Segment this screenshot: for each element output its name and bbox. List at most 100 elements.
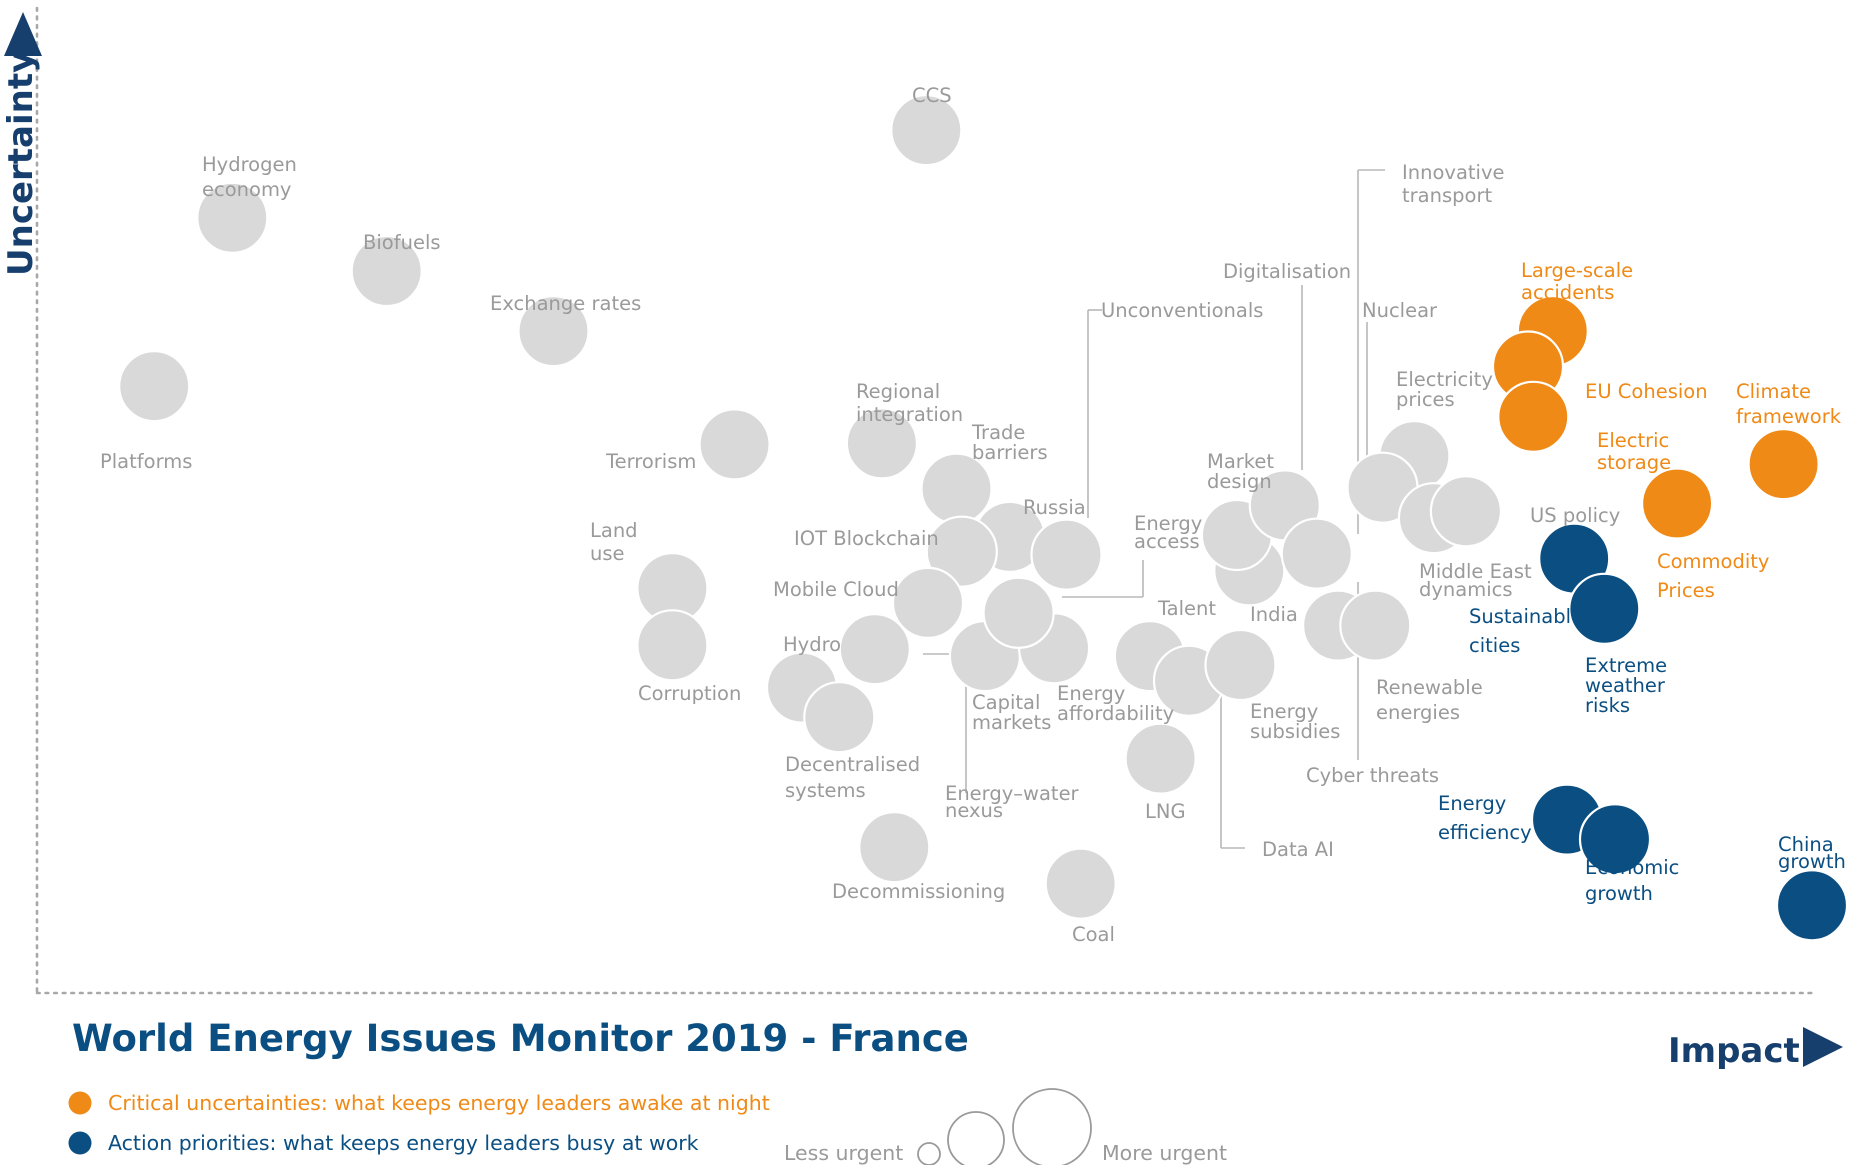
bubble-unconventionals <box>1280 517 1353 590</box>
less-urgent-label: Less urgent <box>784 1141 903 1165</box>
label-line: accidents <box>1521 281 1614 304</box>
bubble-platforms <box>118 350 191 423</box>
label-land-use: Land use <box>590 519 638 565</box>
label-data-ai: Data AI <box>1262 838 1334 861</box>
label-unconventionals: Unconventionals <box>1101 299 1263 322</box>
label-sustainable-cities: Sustainable cities <box>1469 605 1583 657</box>
label-line: Large-scale <box>1521 259 1633 282</box>
label-eu-cohesion: EU Cohesion <box>1585 380 1708 403</box>
label-innovative-transport: Innovative transport <box>1402 161 1505 207</box>
bubbles <box>118 94 1849 942</box>
label-line: Energy <box>1057 682 1125 705</box>
label-lng: LNG <box>1145 800 1186 823</box>
label-line: barriers <box>972 441 1048 464</box>
label-line: economy <box>202 178 291 201</box>
bubble-corruption <box>636 609 709 682</box>
label-line: Prices <box>1657 579 1715 602</box>
label-platforms: Platforms <box>100 450 192 473</box>
label-line: Economic <box>1585 856 1679 879</box>
label-line: Capital <box>972 691 1040 714</box>
label-line: Nuclear <box>1362 299 1438 322</box>
label-line: subsidies <box>1250 720 1340 743</box>
label-extreme-weather-risks: Extreme weather risks <box>1585 654 1667 717</box>
label-line: weather <box>1585 674 1666 697</box>
label-coal: Coal <box>1072 923 1115 946</box>
label-line: Extreme <box>1585 654 1667 677</box>
label-line: use <box>590 542 625 565</box>
label-digitalisation: Digitalisation <box>1223 260 1351 283</box>
bubble-china-growth <box>1775 869 1849 942</box>
bubble-climate-framework <box>1747 428 1820 501</box>
label-line: systems <box>785 779 866 802</box>
label-exchange-rates: Exchange rates <box>490 292 641 315</box>
label-energy-efficiency: Energy efficiency <box>1438 792 1532 844</box>
label-line: IOT Blockchain <box>794 527 939 550</box>
label-line: Mobile Cloud <box>773 578 899 601</box>
label-line: cities <box>1469 634 1520 657</box>
bubble-hydro <box>838 613 911 686</box>
label-line: Cyber threats <box>1306 764 1439 787</box>
bubble-terrorism <box>698 408 771 481</box>
label-nuclear: Nuclear <box>1362 299 1438 322</box>
label-line: Talent <box>1157 597 1216 620</box>
bubble-labels: CCS Hydrogen economy Biofuels Exchange rates… <box>100 84 1846 946</box>
label-line: Digitalisation <box>1223 260 1351 283</box>
label-line: Electricity <box>1396 368 1493 391</box>
bubble-lng <box>1124 722 1197 795</box>
label-electric-storage: Electric storage <box>1597 429 1671 474</box>
label-line: Exchange rates <box>490 292 641 315</box>
bubble-economic-growth <box>1578 803 1652 876</box>
label-line: transport <box>1402 184 1492 207</box>
label-line: CCS <box>912 84 952 107</box>
label-talent: Talent <box>1157 597 1216 620</box>
legend-orange-text: Critical uncertainties: what keeps energ… <box>108 1091 770 1115</box>
label-line: Corruption <box>638 682 741 705</box>
label-line: US policy <box>1530 504 1620 527</box>
label-line: Sustainable <box>1469 605 1583 628</box>
label-line: Innovative <box>1402 161 1505 184</box>
label-iot-blockchain: IOT Blockchain <box>794 527 939 550</box>
bubble-decommissioning <box>858 811 931 884</box>
label-electricity-prices: Electricity prices <box>1396 368 1493 411</box>
label-energy-subsidies: Energy subsidies <box>1250 700 1340 743</box>
label-line: Energy–water <box>945 782 1080 805</box>
leader-lines <box>923 169 1385 849</box>
label-climate-framework: Climate framework <box>1736 380 1842 428</box>
label-terrorism: Terrorism <box>605 450 696 473</box>
label-line: Biofuels <box>363 231 441 254</box>
label-line: LNG <box>1145 800 1186 823</box>
label-energy-water-nexus: Energy–water nexus <box>945 782 1080 822</box>
label-decommissioning: Decommissioning <box>832 880 1005 903</box>
label-middle-east-dynamics: Middle East dynamics <box>1419 560 1532 601</box>
label-line: Decentralised <box>785 753 920 776</box>
label-line: Market <box>1207 450 1274 473</box>
label-india: India <box>1250 603 1298 626</box>
bubble-regional-integration <box>845 407 919 480</box>
label-line: Renewable <box>1376 676 1483 699</box>
y-axis-title: Uncertainty <box>1 51 41 276</box>
label-line: markets <box>972 711 1051 734</box>
label-line: Middle East <box>1419 560 1532 583</box>
label-line: access <box>1134 530 1200 553</box>
bubble-energy-subsidies <box>1204 628 1277 702</box>
legend-orange-dot <box>68 1091 92 1115</box>
bubble-iot-blockchain <box>925 515 998 588</box>
label-ccs: CCS <box>912 84 952 107</box>
bubble-energy-water-nexus <box>982 576 1055 649</box>
bubble-mobile-cloud <box>891 566 965 640</box>
label-line: Commodity <box>1657 550 1769 573</box>
label-line: Terrorism <box>605 450 696 473</box>
label-line: prices <box>1396 388 1455 411</box>
label-line: Land <box>590 519 638 542</box>
bubble-biofuels <box>350 234 423 308</box>
label-china-growth: China growth <box>1778 833 1846 873</box>
label-line: integration <box>856 403 963 426</box>
bubble-trade-barriers <box>920 452 993 525</box>
legend-blue-text: Action priorities: what keeps energy lea… <box>108 1131 699 1155</box>
y-axis-arrow-icon <box>4 12 42 56</box>
label-line: Platforms <box>100 450 192 473</box>
label-line: Climate <box>1736 380 1811 403</box>
label-corruption: Corruption <box>638 682 741 705</box>
bubble-commodity-prices <box>1640 467 1714 540</box>
label-energy-access: Energy access <box>1134 512 1202 553</box>
